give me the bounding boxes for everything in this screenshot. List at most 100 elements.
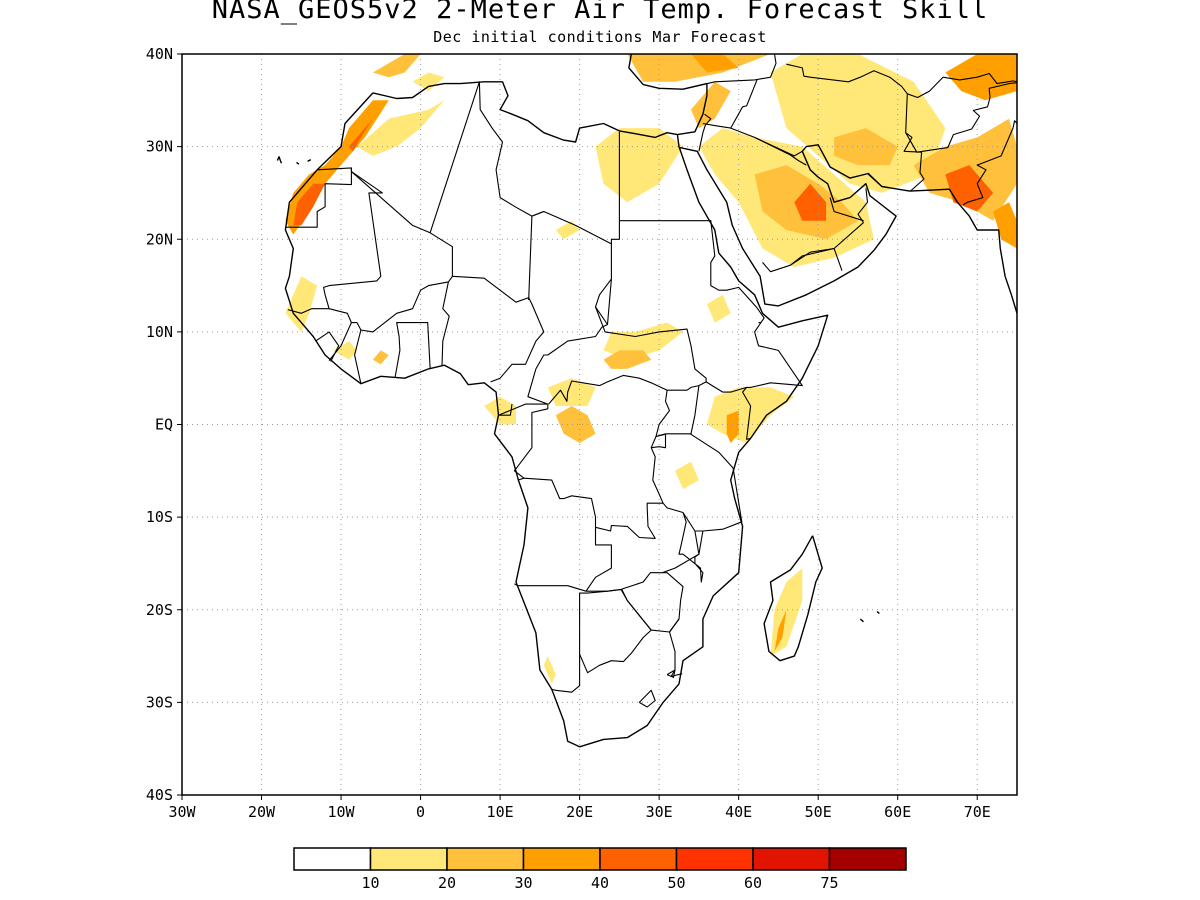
skill-region-india-west [993,202,1017,249]
lat-tick-label: 40N [146,45,173,63]
country-border-16 [710,220,758,309]
country-border-27 [585,527,612,592]
country-border-1 [285,167,352,228]
country-border-47 [867,173,883,187]
skill-region-chad-patch [555,220,580,240]
legend-swatch [293,847,372,871]
skill-region-madagascar-core [774,609,787,652]
skill-region-central-africa [547,378,596,406]
legend-swatch [522,847,601,871]
lat-tick-label: 20N [146,230,173,248]
country-border-9 [394,322,431,378]
lat-tick-label: 30N [146,138,173,156]
country-border-24 [517,477,664,539]
lon-tick-label: 20E [566,803,593,821]
country-border-38 [754,136,807,166]
lat-tick-label: 40S [146,786,173,804]
skill-region-levant [691,81,731,129]
lon-tick-label: 10E [487,803,514,821]
legend-swatch [752,847,831,871]
map-title: NASA_GEOS5v2 2-Meter Air Temp. Forecast … [211,0,989,25]
country-borders-layer [285,54,1017,708]
country-border-31 [579,588,652,674]
skill-region-tanzania-patch [675,461,699,490]
legend-label: 50 [667,874,685,892]
skill-region-caspian-east [945,54,1017,101]
country-border-46 [962,120,1017,206]
country-border-17 [756,307,765,324]
country-border-37 [730,79,758,129]
country-border-28 [620,572,684,633]
country-border-15 [548,306,707,405]
latitude-ticks: 40N 30N 20N 10N EQ 10S 20S 30S 40S [146,45,182,804]
lat-tick-label: 10S [146,508,173,526]
country-border-44 [907,72,1017,99]
skill-region-congo-1 [484,396,516,425]
longitude-ticks: 30W 20W 10W 0 10E 20E 30E 40E 50E 60E 70E [168,795,991,821]
color-legend: 10 20 30 40 50 60 75 [293,847,907,892]
country-border-45 [905,82,1017,153]
lat-tick-label: 10N [146,323,173,341]
coastline-5 [296,161,300,165]
skill-region-iran [770,54,946,193]
skill-region-turkey-core [691,54,739,73]
lon-tick-label: 10W [328,803,356,821]
legend-label: 75 [820,874,838,892]
country-border-43 [786,63,925,192]
skill-region-ghana-patch [372,350,389,365]
legend-label: 30 [514,874,532,892]
graticule-grid [182,54,1017,795]
coastline-8 [859,618,864,623]
country-border-35 [698,113,712,152]
country-border-18 [742,322,803,440]
map-subtitle: Dec initial conditions Mar Forecast [433,28,767,46]
skill-region-kenya-core [726,410,739,443]
skill-region-iran-core [834,128,898,166]
country-border-20 [655,385,700,438]
legend-label: 20 [438,874,456,892]
legend-label: 60 [744,874,762,892]
country-border-48 [630,54,632,55]
lon-tick-label: 60E [884,803,911,821]
coastline-1 [763,535,823,662]
country-border-19 [705,381,747,393]
country-border-7 [497,403,548,416]
country-border-21 [689,433,734,469]
country-border-10 [354,329,362,384]
legend-swatch [675,847,754,871]
skill-region-sudan-core [603,350,652,369]
skill-region-iberia-1 [372,54,421,78]
lon-tick-label: 40E [725,803,752,821]
country-border-3 [328,171,453,333]
country-border-23 [651,433,667,449]
legend-label: 40 [591,874,609,892]
country-border-30 [551,628,581,693]
skill-region-india-core [945,165,994,212]
skill-region-south-africa-patch [543,656,556,684]
country-border-29 [668,618,683,677]
country-border-2 [287,171,383,314]
skill-region-ethiopia-patch [706,294,731,323]
legend-swatch [599,847,678,871]
country-border-12 [315,331,340,362]
skill-region-western-sahara-core [293,183,326,226]
lon-tick-label: 70E [964,803,991,821]
skill-region-east-africa [706,387,795,443]
skill-shading-layer [285,54,1017,684]
lat-tick-label: EQ [155,416,173,434]
lon-tick-label: 30W [168,803,196,821]
lon-tick-label: 0 [416,803,425,821]
skill-region-libya-egypt [595,128,683,203]
country-border-14 [606,279,612,325]
coastline-3 [679,144,1017,314]
skill-region-arabia-core [794,183,827,221]
country-border-39 [790,222,864,266]
country-border-33 [666,669,676,678]
coastline-7 [876,611,880,615]
lat-tick-label: 20S [146,601,173,619]
skill-region-west-africa-2 [333,341,357,360]
coastline-6 [307,158,312,163]
country-border-36 [702,122,803,157]
country-border-26 [514,530,704,592]
